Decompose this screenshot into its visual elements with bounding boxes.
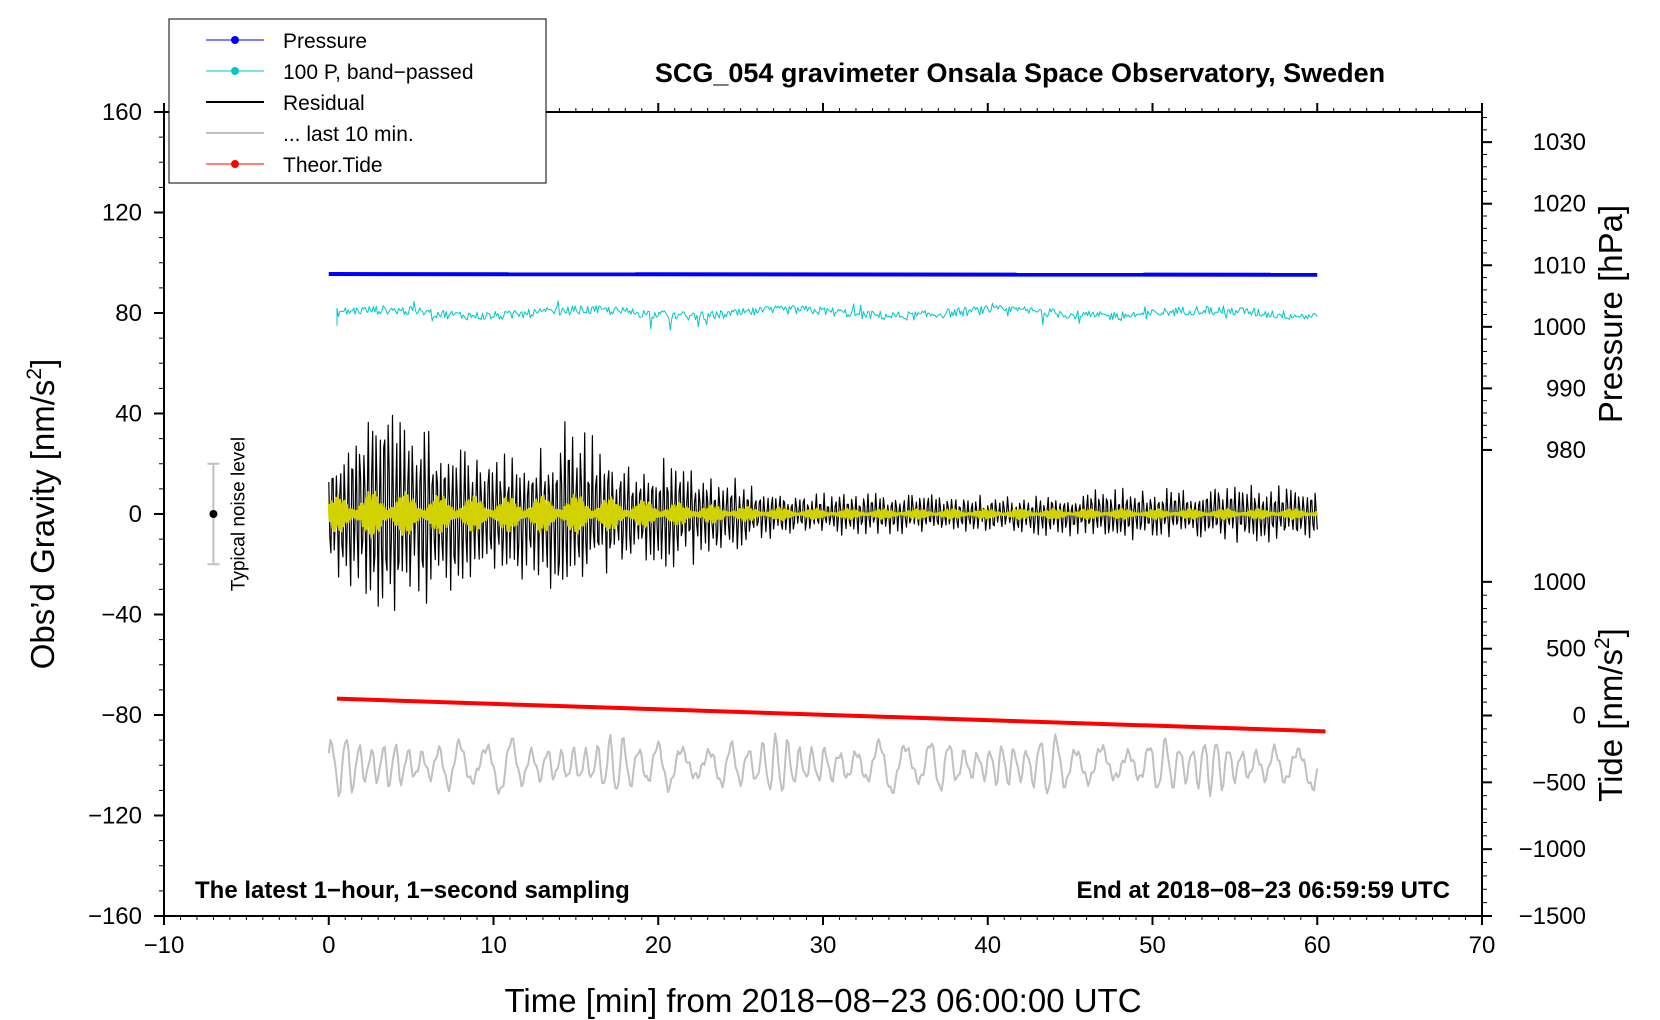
- y-tick-label: −40: [101, 602, 142, 629]
- x-tick-label: 50: [1139, 932, 1166, 959]
- y-tick-label: 80: [115, 300, 142, 327]
- noise-bar-label: Typical noise level: [228, 437, 249, 591]
- y-tick-label: 160: [102, 99, 142, 126]
- pressure-tick-label: 1030: [1533, 129, 1586, 156]
- y-tick-label: −80: [101, 702, 142, 729]
- legend-item-tide: Theor.Tide: [206, 154, 383, 177]
- legend-item-pressure: Pressure: [206, 30, 367, 53]
- legend-label-bandpassed: 100 P, band−passed: [283, 61, 474, 84]
- pressure-tick-label: 990: [1546, 375, 1586, 402]
- legend-item-bandpassed: 100 P, band−passed: [206, 61, 474, 84]
- noise-bar-center-dot: [209, 510, 218, 518]
- x-tick-label: 10: [480, 932, 507, 959]
- y-tick-label: 40: [115, 401, 142, 428]
- axis-ticks: −10 0 10 20 30 40 50 60 7016012080400−40−80−120−…: [88, 99, 1586, 959]
- y-tick-label: −120: [88, 803, 142, 830]
- legend-label-pressure: Pressure: [283, 30, 367, 53]
- legend-marker-pressure: [231, 36, 239, 44]
- x-tick-label: 30: [810, 932, 837, 959]
- legend-marker-tide: [231, 160, 239, 168]
- pressure-tick-label: 1020: [1533, 191, 1586, 218]
- x-tick-label: 20: [645, 932, 672, 959]
- legend-item-last10: ... last 10 min.: [206, 123, 414, 146]
- pressure-tick-label: 1000: [1533, 314, 1586, 341]
- legend-label-residual: Residual: [283, 92, 365, 115]
- pressure-tick-label: 1010: [1533, 252, 1586, 279]
- legend-label-tide: Theor.Tide: [283, 154, 383, 177]
- y-tick-label: 120: [102, 200, 142, 227]
- noise-bar: Typical noise level: [207, 437, 249, 591]
- tide-tick-label: 1000: [1533, 569, 1586, 596]
- x-tick-label: 40: [974, 932, 1001, 959]
- x-axis-label: Time [min] from 2018−08−23 06:00:00 UTC: [504, 982, 1141, 1019]
- legend-marker-bandpassed: [231, 67, 239, 75]
- tide-tick-label: −1000: [1519, 836, 1586, 863]
- x-tick-label: 60: [1304, 932, 1331, 959]
- legend-label-last10: ... last 10 min.: [283, 123, 414, 146]
- legend: Pressure 100 P, band−passed Residual ...…: [168, 18, 547, 184]
- residual-series: [328, 414, 1318, 611]
- pressure-axis-label: Pressure [hPa]: [1592, 205, 1629, 423]
- tide-tick-label: −500: [1532, 769, 1586, 796]
- annotation-end-time: End at 2018−08−23 06:59:59 UTC: [1076, 877, 1450, 904]
- bandpassed-series: [336, 300, 1318, 331]
- pressure-series: [328, 272, 1318, 277]
- chart-title: SCG_054 gravimeter Onsala Space Observat…: [655, 58, 1385, 88]
- x-tick-label: 0: [322, 932, 335, 959]
- last10-series: [327, 732, 1319, 798]
- tide-axis-label: Tide [nm/s2]: [1591, 628, 1629, 802]
- x-tick-label: 70: [1469, 932, 1496, 959]
- legend-item-residual: Residual: [206, 92, 365, 115]
- y-tick-label: −160: [88, 903, 142, 930]
- pressure-tick-label: 980: [1546, 437, 1586, 464]
- tide-series: [336, 696, 1326, 734]
- y-axis-label: Obs’d Gravity [nm/s2]: [23, 359, 61, 670]
- tide-tick-label: −1500: [1519, 903, 1586, 930]
- data-series: [327, 272, 1326, 798]
- filtered-residual-series: [327, 490, 1319, 540]
- tide-tick-label: 500: [1546, 636, 1586, 663]
- y-tick-label: 0: [129, 501, 142, 528]
- annotation-sampling: The latest 1−hour, 1−second sampling: [195, 877, 630, 904]
- x-tick-label: −10: [144, 932, 185, 959]
- tide-tick-label: 0: [1573, 703, 1586, 730]
